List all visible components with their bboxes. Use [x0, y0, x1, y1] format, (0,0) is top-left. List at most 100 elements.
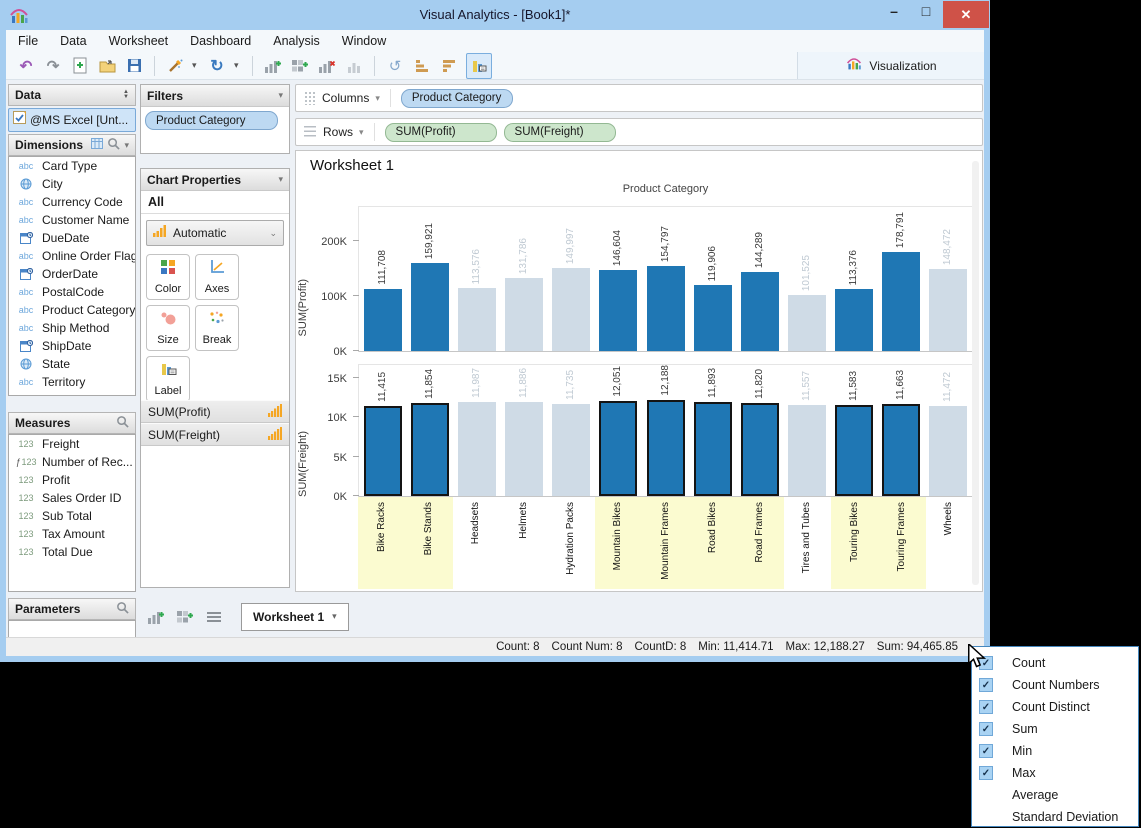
category-bike-racks[interactable]: Bike Racks [358, 497, 406, 589]
sort-ascending-button[interactable] [412, 55, 432, 77]
vertical-scrollbar[interactable] [972, 161, 979, 585]
dimension-postalcode[interactable]: abc PostalCode [9, 283, 135, 301]
new-dashboard-button[interactable] [290, 55, 310, 77]
bar-sum-profit-road-frames[interactable] [740, 272, 779, 351]
swap-axes-button[interactable]: ↺ [388, 57, 402, 75]
maximize-button[interactable]: □ [921, 3, 931, 19]
bar-sum-profit-bike-stands[interactable] [410, 263, 449, 351]
category-road-bikes[interactable]: Road Bikes [689, 497, 737, 589]
new-dashboard-tab-button[interactable] [175, 608, 195, 626]
sheet-list-icon[interactable] [204, 608, 224, 626]
agg-menu-item-standard-deviation[interactable]: Standard Deviation [972, 806, 1138, 828]
bar-sum-profit-helmets[interactable] [505, 278, 544, 351]
close-button[interactable]: ✕ [943, 1, 989, 28]
dimension-ship-method[interactable]: abc Ship Method [9, 319, 135, 337]
parameters-header[interactable]: Parameters [8, 598, 136, 620]
agg-menu-item-average[interactable]: Average [972, 784, 1138, 806]
checkbox-checked-icon[interactable]: ✓ [979, 678, 993, 692]
bar-sum-freight-hydration-packs[interactable] [552, 404, 591, 496]
bar-sum-profit-bike-racks[interactable] [363, 289, 402, 351]
measures-header[interactable]: Measures [8, 412, 136, 434]
bar-sum-freight-headsets[interactable] [457, 402, 496, 496]
bar-sum-freight-bike-racks[interactable] [363, 406, 402, 496]
measure-card-sum-profit[interactable]: SUM(Profit) [141, 400, 289, 423]
bar-sum-freight-wheels[interactable] [929, 406, 968, 496]
measure-sub-total[interactable]: 123 Sub Total [9, 507, 135, 525]
agg-menu-item-count-numbers[interactable]: ✓ Count Numbers [972, 674, 1138, 696]
bar-sum-freight-tires-and-tubes[interactable] [787, 405, 826, 496]
bar-sum-profit-road-bikes[interactable] [693, 285, 732, 351]
dimension-orderdate[interactable]: OrderDate [9, 265, 135, 283]
dimensions-menu-caret-icon[interactable]: ▾ [124, 139, 129, 150]
menu-file[interactable]: File [18, 34, 39, 48]
dimension-shipdate[interactable]: ShipDate [9, 337, 135, 355]
data-source-item[interactable]: @MS Excel [Unt... [8, 108, 136, 132]
break-button[interactable]: Break [195, 305, 239, 351]
measure-sales-order-id[interactable]: 123 Sales Order ID [9, 489, 135, 507]
refresh-button[interactable]: ↻ [210, 57, 224, 75]
refresh-caret-icon[interactable]: ▾ [234, 60, 239, 70]
menu-data[interactable]: Data [60, 34, 87, 48]
rows-pill-sum-profit[interactable]: SUM(Profit) [384, 122, 497, 142]
checkbox-checked-icon[interactable]: ✓ [979, 700, 993, 714]
visualization-toggle[interactable]: Visualization [797, 52, 984, 79]
filters-caret-icon[interactable]: ▾ [278, 90, 283, 100]
menu-dashboard[interactable]: Dashboard [190, 34, 252, 48]
search-icon[interactable] [116, 415, 129, 431]
dimension-duedate[interactable]: DueDate [9, 229, 135, 247]
axes-button[interactable]: Axes [195, 254, 239, 300]
undo-button[interactable]: ↶ [19, 57, 33, 75]
measure-freight[interactable]: 123 Freight [9, 435, 135, 453]
scope-row[interactable]: All [141, 191, 289, 214]
worksheet-tab-active[interactable]: Worksheet 1 ▾ [241, 602, 349, 631]
bar-sum-profit-touring-bikes[interactable] [835, 289, 874, 351]
open-button[interactable] [97, 55, 117, 77]
menu-window[interactable]: Window [341, 34, 387, 48]
minimize-button[interactable]: – [890, 3, 898, 19]
bar-sum-freight-mountain-bikes[interactable] [599, 401, 638, 496]
bar-sum-freight-helmets[interactable] [505, 402, 544, 496]
dimension-city[interactable]: City [9, 175, 135, 193]
measure-tax-amount[interactable]: 123 Tax Amount [9, 525, 135, 543]
format-wand-button[interactable] [165, 55, 185, 77]
search-icon[interactable] [116, 601, 129, 617]
columns-caret-icon[interactable]: ▾ [375, 92, 380, 103]
bar-sum-freight-touring-bikes[interactable] [835, 405, 874, 496]
dimensions-header[interactable]: Dimensions ▾ [8, 134, 136, 156]
label-toggle-button[interactable] [466, 52, 492, 79]
data-panel-header[interactable]: Data ▲ ▼ [8, 84, 136, 106]
new-worksheet-button[interactable] [263, 55, 283, 77]
menu-analysis[interactable]: Analysis [273, 34, 320, 48]
bar-sum-profit-headsets[interactable] [457, 288, 496, 351]
category-touring-frames[interactable]: Touring Frames [878, 497, 926, 589]
category-bike-stands[interactable]: Bike Stands [405, 497, 453, 589]
bar-sum-freight-touring-frames[interactable] [882, 404, 921, 496]
new-worksheet-tab-button[interactable] [146, 608, 166, 626]
agg-menu-item-sum[interactable]: ✓ Sum [972, 718, 1138, 740]
menu-worksheet[interactable]: Worksheet [108, 34, 169, 48]
bar-sum-profit-mountain-frames[interactable] [646, 266, 685, 351]
worksheet-tab-caret-icon[interactable]: ▾ [332, 611, 337, 621]
category-touring-bikes[interactable]: Touring Bikes [831, 497, 879, 589]
dimension-card-type[interactable]: abc Card Type [9, 157, 135, 175]
color-button[interactable]: Color [146, 254, 190, 300]
redo-button[interactable]: ↷ [46, 57, 60, 75]
dimension-product-category[interactable]: abc Product Category [9, 301, 135, 319]
columns-pill-product-category[interactable]: Product Category [400, 88, 513, 108]
label-button[interactable]: Label [146, 356, 190, 402]
measure-number-of-rec[interactable]: ƒ 123 Number of Rec... [9, 453, 135, 471]
view-as-table-icon[interactable] [91, 138, 104, 152]
checkbox-checked-icon[interactable]: ✓ [979, 766, 993, 780]
delete-worksheet-button[interactable] [317, 55, 337, 77]
bar-sum-freight-mountain-frames[interactable] [646, 400, 685, 496]
category-mountain-frames[interactable]: Mountain Frames [641, 497, 690, 589]
search-icon[interactable] [107, 137, 121, 153]
mark-type-dropdown[interactable]: Automatic ⌄ [146, 220, 284, 246]
dimension-state[interactable]: State [9, 355, 135, 373]
columns-shelf[interactable]: Columns ▾ Product Category [295, 84, 983, 112]
chart-properties-header[interactable]: Chart Properties ▾ [141, 169, 289, 191]
sort-fields-icon[interactable]: ▲ ▼ [123, 89, 129, 100]
agg-menu-item-min[interactable]: ✓ Min [972, 740, 1138, 762]
agg-menu-item-max[interactable]: ✓ Max [972, 762, 1138, 784]
bar-sum-profit-hydration-packs[interactable] [552, 268, 591, 351]
